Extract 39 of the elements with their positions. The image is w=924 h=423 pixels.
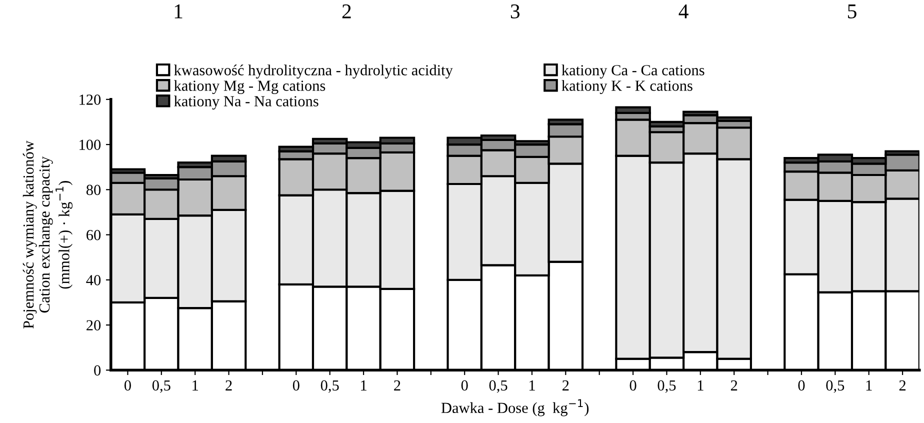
- text: 1: [174, 4, 182, 18]
- x-tick-label: 0: [630, 380, 636, 391]
- legend-label: kwasowość hydrolityczna - hydrolytic acidity: [174, 64, 453, 78]
- x-tick-label: 2: [394, 380, 400, 390]
- x-tick-label: 1: [698, 380, 704, 390]
- x-tick-label: 0: [124, 380, 131, 391]
- text: 5: [848, 4, 856, 18]
- y-tick-label: 60: [86, 230, 101, 240]
- x-tick-label: 1: [192, 380, 198, 390]
- y-axis-title: Pojemność wymiany kationów Cation exchange capacity (mmol(+) · kg$^{−1}$): [22, 140, 73, 329]
- x-tick-label: 1: [866, 380, 872, 390]
- y-tick-label: 120: [80, 94, 101, 105]
- x-tick-label: 0,5: [489, 380, 508, 393]
- x-tick-label: 0,5: [152, 380, 170, 393]
- x-tick-label: 0: [461, 380, 468, 391]
- text: 4: [678, 4, 688, 18]
- text: 3: [510, 4, 520, 18]
- x-tick-label: 0,5: [320, 380, 339, 393]
- y-tick-label: 40: [86, 275, 101, 286]
- y-tick-label: 100: [80, 140, 101, 150]
- legend-label: kationy K - K cations: [562, 80, 692, 94]
- text: 2: [342, 4, 351, 18]
- x-tick-label: 0,5: [658, 380, 676, 393]
- y-tick-label: 80: [86, 184, 101, 196]
- legend-label: kationy Na - Na cations: [174, 96, 318, 110]
- legend-label: kationy Ca - Ca cations: [562, 64, 704, 78]
- x-tick-label: 0: [798, 380, 805, 391]
- x-tick-label: 2: [899, 380, 906, 390]
- y-tick-label: 0: [94, 365, 101, 376]
- x-tick-label: 0,5: [826, 380, 844, 393]
- y-tick-label: 20: [86, 320, 101, 330]
- x-tick-label: 1: [530, 380, 535, 390]
- x-tick-label: 2: [562, 380, 569, 390]
- x-tick-label: 2: [730, 380, 738, 390]
- legend-label: kationy Mg - Mg cations: [174, 80, 326, 94]
- x-tick-label: 2: [226, 380, 232, 390]
- x-axis-title: Dawka - Dose (g kg$^{−1}$): [441, 399, 589, 416]
- x-tick-label: 0: [292, 380, 300, 391]
- x-tick-label: 1: [361, 380, 366, 390]
